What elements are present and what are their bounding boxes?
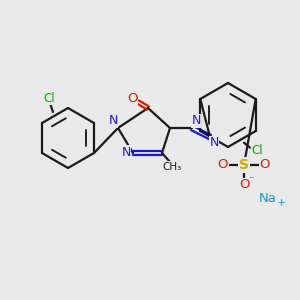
Text: Cl: Cl bbox=[43, 92, 55, 104]
Text: S: S bbox=[239, 158, 249, 172]
Text: Na: Na bbox=[259, 191, 277, 205]
Text: +: + bbox=[276, 198, 286, 208]
Text: CH₃: CH₃ bbox=[162, 162, 182, 172]
Text: N: N bbox=[108, 115, 118, 128]
Text: ⁻: ⁻ bbox=[248, 175, 253, 185]
Text: N: N bbox=[209, 136, 219, 149]
Text: N: N bbox=[191, 115, 201, 128]
Text: O: O bbox=[239, 178, 249, 191]
Text: Cl: Cl bbox=[251, 144, 263, 157]
Text: O: O bbox=[218, 158, 228, 172]
Text: N: N bbox=[121, 146, 131, 158]
Text: O: O bbox=[127, 92, 137, 104]
Text: O: O bbox=[260, 158, 270, 172]
